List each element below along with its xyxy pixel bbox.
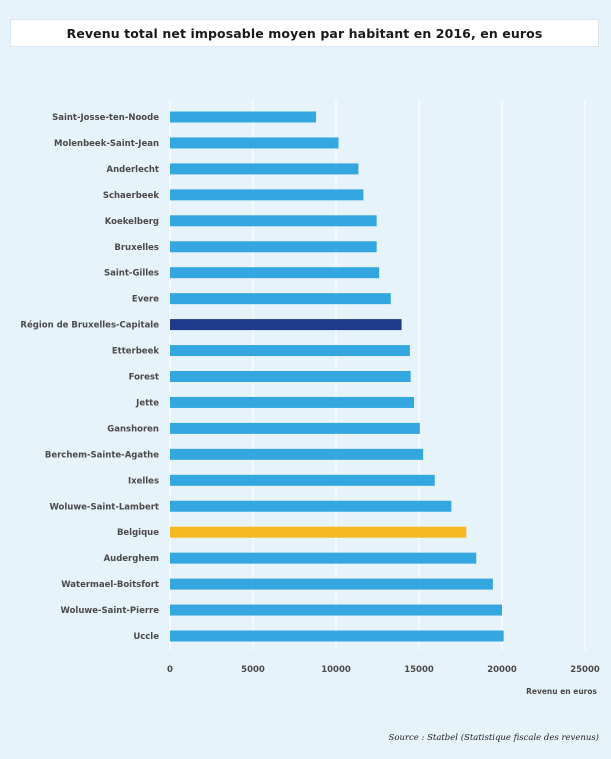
category-label: Belgique <box>117 528 159 538</box>
category-label: Berchem-Sainte-Agathe <box>45 450 159 460</box>
category-label: Région de Bruxelles-Capitale <box>20 320 159 331</box>
category-label: Woluwe-Saint-Pierre <box>61 606 160 616</box>
chart-title-box: Revenu total net imposable moyen par hab… <box>10 19 599 47</box>
category-label: Anderlecht <box>106 165 159 175</box>
category-label: Saint-Gilles <box>104 269 159 279</box>
category-label: Molenbeek-Saint-Jean <box>54 139 159 149</box>
bar <box>170 189 364 201</box>
bar <box>170 319 402 331</box>
category-label: Woluwe-Saint-Lambert <box>49 502 159 512</box>
bar <box>170 267 380 279</box>
category-label: Jette <box>135 398 159 408</box>
category-label: Watermael-Boitsfort <box>61 580 159 590</box>
source-note: Source : Statbel (Statistique fiscale de… <box>388 733 599 743</box>
bar <box>170 241 377 253</box>
category-label: Forest <box>129 373 159 383</box>
category-label: Evere <box>132 295 159 305</box>
bar <box>170 396 415 408</box>
category-label: Etterbeek <box>112 347 160 357</box>
bar <box>170 526 467 538</box>
bar <box>170 137 339 149</box>
bar <box>170 552 477 564</box>
bar <box>170 474 435 486</box>
x-tick-label: 10000 <box>321 665 351 675</box>
category-label: Saint-Josse-ten-Noode <box>52 113 159 123</box>
bar <box>170 111 317 123</box>
x-tick-label: 25000 <box>570 665 600 675</box>
chart-title: Revenu total net imposable moyen par hab… <box>66 25 543 41</box>
x-tick-label: 0 <box>167 665 173 675</box>
x-tick-label: 5000 <box>241 665 265 675</box>
category-label: Koekelberg <box>105 217 159 227</box>
category-label: Schaerbeek <box>103 191 160 201</box>
category-label: Ixelles <box>128 476 159 486</box>
x-tick-label: 15000 <box>404 665 434 675</box>
category-label: Uccle <box>133 632 159 642</box>
bar <box>170 215 377 227</box>
bar <box>170 500 452 512</box>
bar <box>170 371 411 382</box>
bar <box>170 345 410 357</box>
bar <box>170 604 502 616</box>
bar <box>170 422 420 434</box>
category-label: Bruxelles <box>114 243 159 253</box>
bar <box>170 448 424 460</box>
bar <box>170 578 493 590</box>
bar <box>170 293 391 305</box>
x-axis-label: Revenu en euros <box>526 687 597 696</box>
bar <box>170 163 359 175</box>
x-tick-label: 20000 <box>487 665 517 675</box>
category-label: Auderghem <box>104 554 160 564</box>
category-label: Ganshoren <box>107 424 159 434</box>
bar <box>170 630 504 642</box>
